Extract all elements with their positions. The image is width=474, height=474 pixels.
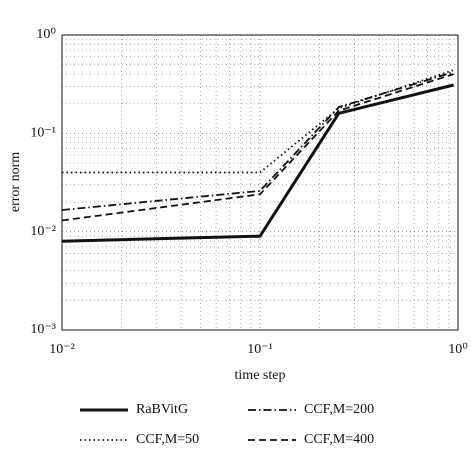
x-tick-label: 10⁻² bbox=[49, 342, 75, 357]
x-tick-label: 10⁻¹ bbox=[247, 342, 273, 357]
y-axis-label: error norm bbox=[8, 152, 23, 212]
series-line bbox=[61, 73, 454, 222]
legend-label: CCF,M=400 bbox=[304, 432, 374, 447]
y-tick-label: 10⁰ bbox=[36, 27, 56, 42]
x-tick-label: 10⁰ bbox=[448, 342, 468, 357]
series-line bbox=[61, 83, 454, 243]
series-line bbox=[62, 69, 454, 174]
y-tick-label: 10⁻¹ bbox=[30, 126, 56, 141]
series-line bbox=[61, 71, 454, 211]
y-tick-label: 10⁻³ bbox=[30, 322, 56, 337]
legend-label: RaBVitG bbox=[136, 402, 188, 417]
legend-label: CCF,M=50 bbox=[136, 432, 199, 447]
plot-frame bbox=[61, 34, 459, 331]
legend-label: CCF,M=200 bbox=[304, 402, 374, 417]
y-tick-label: 10⁻² bbox=[30, 224, 56, 239]
x-axis-label: time step bbox=[235, 368, 286, 383]
